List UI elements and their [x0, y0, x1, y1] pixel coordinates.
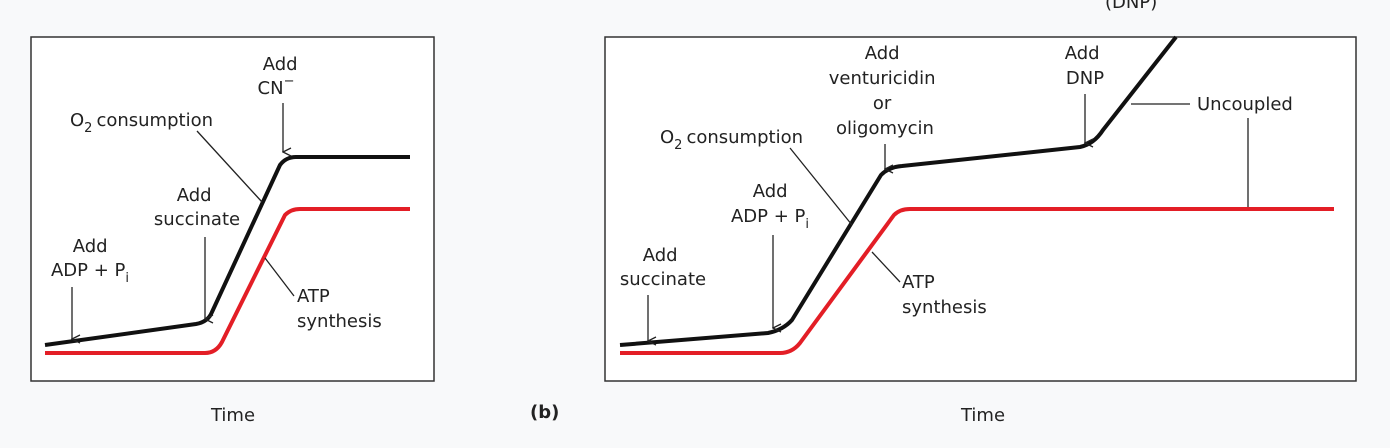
panel-a-o2-leader [196, 130, 263, 203]
panel-b-x-axis-label: Time [960, 405, 1005, 426]
panel-b-add-dnp-label: Add DNP [1065, 43, 1106, 89]
panel-b-top-cut-label: (DNP) [1105, 0, 1157, 13]
panel-a-atp-label: ATP synthesis [297, 286, 382, 332]
panel-a-add-adp-label: Add ADP + Pi [51, 236, 129, 286]
panel-b-atp-label: ATP synthesis [902, 272, 987, 318]
panel-a-o2-label: O2 consumption [70, 110, 213, 136]
panel-b-add-vent-label: Add venturicidin or oligomycin [829, 43, 941, 139]
panel-a-atp-curve [45, 207, 410, 355]
panel-a-add-cn-label: Add CN− [258, 54, 304, 99]
panel-b-add-succinate-label: Add succinate [620, 245, 706, 290]
panel-a-add-succinate-label: Add succinate [154, 185, 240, 230]
panel-b-uncoupled-label: Uncoupled [1197, 94, 1293, 115]
panel-b-o2-leader [789, 147, 853, 226]
panel-b: (b) (DNP) Add venturicidin or oligomycin… [530, 0, 1357, 426]
panel-a: Add CN− O2 consumption Add succinate Add … [30, 36, 435, 426]
panel-b-atp-leader [871, 251, 901, 283]
panel-a-o2-curve [44, 155, 410, 347]
panel-a-atp-leader [264, 257, 295, 297]
panel-b-add-adp-label: Add ADP + Pi [731, 181, 809, 232]
panel-b-o2-label: O2 consumption [660, 127, 803, 153]
panel-b-label: (b) [530, 402, 559, 423]
panel-b-atp-curve [620, 207, 1334, 355]
panel-a-x-axis-label: Time [210, 405, 255, 426]
